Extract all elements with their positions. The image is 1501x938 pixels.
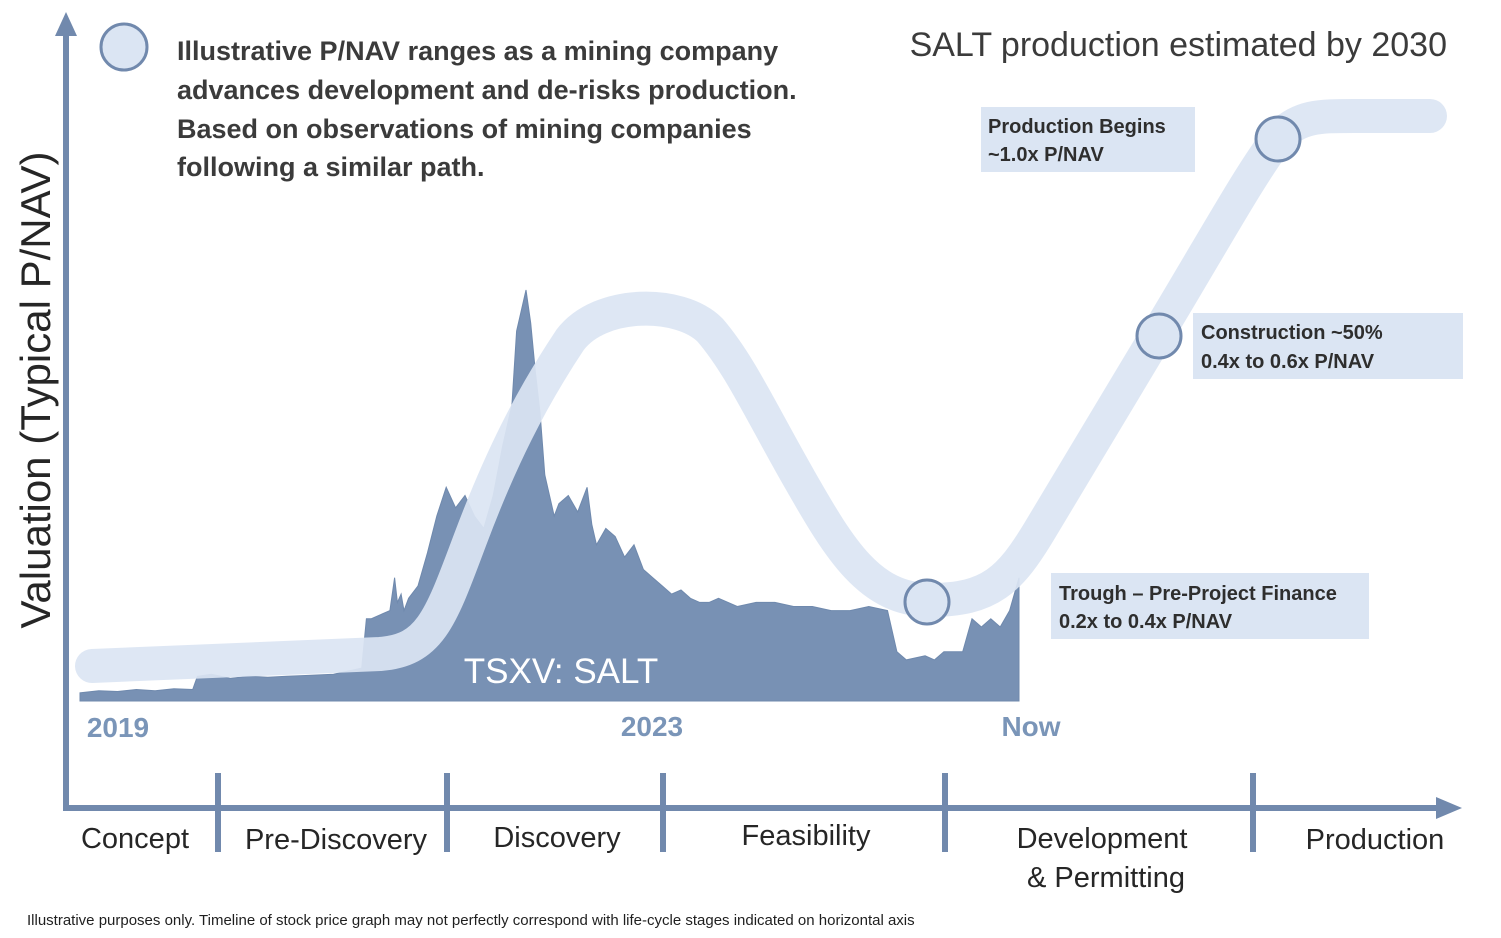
construction-line-1: Construction ~50% <box>1201 322 1383 344</box>
y-axis-arrow <box>55 12 77 36</box>
legend-line-3: Based on observations of mining companie… <box>177 114 752 144</box>
stage-concept: Concept <box>81 823 189 855</box>
footnote: Illustrative purposes only. Timeline of … <box>27 912 915 929</box>
trough-marker <box>903 578 951 626</box>
year-label-now: Now <box>1001 711 1060 742</box>
construction-marker <box>1135 312 1183 360</box>
ticker-label: TSXV: SALT <box>464 652 659 691</box>
construction-line-2: 0.4x to 0.6x P/NAV <box>1201 351 1375 373</box>
legend-line-1: Illustrative P/NAV ranges as a mining co… <box>177 36 778 66</box>
year-label-2023: 2023 <box>621 711 683 742</box>
stage-feasibility: Feasibility <box>742 820 871 852</box>
trough-line-1: Trough – Pre-Project Finance <box>1059 583 1337 605</box>
stage-discovery: Discovery <box>493 822 621 854</box>
construction-box <box>1193 313 1463 379</box>
chart-title: SALT production estimated by 2030 <box>910 26 1447 64</box>
year-label-2019: 2019 <box>87 712 149 743</box>
pnav-lifecycle-band <box>75 98 1447 683</box>
production-begins-line-1: Production Begins <box>988 116 1166 138</box>
stage-development: Development <box>1017 823 1188 855</box>
x-axis-arrow <box>1436 797 1462 819</box>
production-marker <box>1254 115 1302 163</box>
production-begins-line-2: ~1.0x P/NAV <box>988 144 1104 166</box>
legend-line-2: advances development and de-risks produc… <box>177 75 797 105</box>
y-axis-label: Valuation (Typical P/NAV) <box>12 152 59 629</box>
stage-production: Production <box>1306 824 1445 856</box>
trough-box <box>1051 573 1369 639</box>
legend-line-4: following a similar path. <box>177 152 485 182</box>
legend-marker <box>99 22 149 72</box>
stock-price-area <box>79 289 1020 702</box>
stage-permitting: & Permitting <box>1027 862 1185 894</box>
production-begins-box <box>981 107 1195 172</box>
trough-line-2: 0.2x to 0.4x P/NAV <box>1059 611 1233 633</box>
stage-pre-discovery: Pre-Discovery <box>245 824 428 856</box>
